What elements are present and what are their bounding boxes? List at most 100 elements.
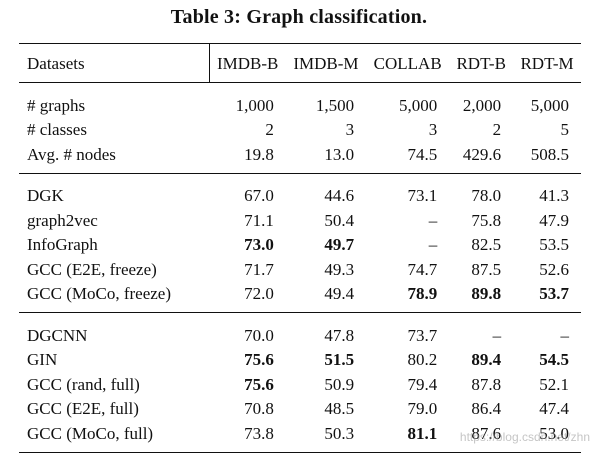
cell-imdb-b: 2 (265, 120, 274, 140)
header-rdt-b: RDT-B (456, 53, 506, 73)
cell-rdt-m: 508.5 (530, 144, 569, 164)
cell-imdb-b: 71.1 (244, 210, 274, 230)
table-header: Datasets IMDB-B IMDB-M COLLAB RDT-B RDT-… (19, 43, 581, 83)
cell-rdt-m: 5,000 (530, 95, 569, 115)
cell-collab: 73.1 (407, 186, 438, 206)
table-caption: Table 3: Graph classification. (170, 6, 428, 28)
row-label: InfoGraph (27, 235, 98, 255)
cell-rdt-b: 75.8 (471, 210, 502, 230)
row-label: # graphs (27, 95, 86, 115)
cell-rdt-m: 47.9 (539, 210, 569, 230)
header-imdb-b: IMDB-B (216, 53, 279, 73)
cell-rdt-m: – (560, 325, 570, 345)
cell-imdb-b: 70.0 (244, 325, 274, 345)
row-label: GIN (27, 350, 58, 370)
cell-rdt-m: 53.0 (539, 423, 569, 443)
cell-rdt-b: 87.8 (471, 374, 502, 394)
table-row: GIN 75.6 51.5 80.2 89.4 54.5 (19, 348, 581, 373)
cell-imdb-b: 1,000 (235, 95, 274, 115)
row-label: GCC (E2E, full) (27, 399, 139, 419)
cell-rdt-b: 2 (492, 120, 502, 140)
cell-rdt-b: 429.6 (462, 144, 502, 164)
cell-rdt-m: 41.3 (539, 186, 569, 206)
table-row: GCC (E2E, full) 70.8 48.5 79.0 86.4 47.4 (19, 397, 581, 422)
cell-imdb-m: 48.5 (324, 399, 355, 419)
cell-imdb-m: 50.9 (324, 374, 355, 394)
cell-imdb-m: 13.0 (324, 144, 355, 164)
row-label: # classes (27, 120, 87, 140)
table-row: GCC (rand, full) 75.6 50.9 79.4 87.8 52.1 (19, 372, 581, 397)
table-row: InfoGraph 73.0 49.7 – 82.5 53.5 (19, 233, 581, 258)
row-label: DGK (27, 186, 64, 206)
cell-imdb-m: 3 (345, 120, 355, 140)
cell-imdb-b: 19.8 (244, 144, 274, 164)
watermark: https://blog.csdn.net/zhn (459, 430, 590, 444)
cell-imdb-m: 49.4 (324, 284, 355, 304)
cell-imdb-m: 44.6 (324, 186, 355, 206)
cell-imdb-b: 73.8 (244, 423, 274, 443)
cell-imdb-b: 75.6 (244, 374, 274, 394)
table-row: DGCNN 70.0 47.8 73.7 – – (19, 312, 581, 348)
row-label: Avg. # nodes (27, 144, 116, 164)
cell-imdb-b: 73.0 (244, 235, 274, 255)
cell-rdt-b: – (492, 325, 502, 345)
header-row: Datasets IMDB-B IMDB-M COLLAB RDT-B RDT-… (19, 43, 581, 83)
table-row: DGK 67.0 44.6 73.1 78.0 41.3 (19, 173, 581, 208)
table-row: GCC (MoCo, freeze) 72.0 49.4 78.9 89.8 53.7 (19, 282, 581, 313)
cell-collab: 79.4 (407, 374, 438, 394)
cell-collab: 78.9 (407, 284, 438, 304)
cell-imdb-b: 71.7 (244, 259, 274, 279)
cell-collab: – (428, 210, 438, 230)
table-row: graph2vec 71.1 50.4 – 75.8 47.9 (19, 208, 581, 233)
cell-collab: 3 (428, 120, 438, 140)
header-rdt-m: RDT-M (520, 53, 574, 73)
cell-rdt-m: 53.5 (539, 235, 569, 255)
cell-rdt-b: 82.5 (471, 235, 502, 255)
cell-rdt-m: 53.7 (539, 284, 569, 304)
cell-rdt-m: 52.6 (539, 259, 569, 279)
cell-rdt-m: 47.4 (539, 399, 569, 419)
cell-collab: – (428, 235, 438, 255)
cell-rdt-b: 89.8 (471, 284, 502, 304)
cell-collab: 5,000 (399, 95, 438, 115)
cell-rdt-m: 54.5 (539, 350, 569, 370)
cell-imdb-m: 1,500 (315, 95, 355, 115)
cell-collab: 74.5 (407, 144, 438, 164)
cell-imdb-b: 70.8 (244, 399, 274, 419)
row-label: GCC (rand, full) (27, 374, 140, 394)
row-label: graph2vec (27, 210, 98, 230)
cell-rdt-m: 52.1 (539, 374, 569, 394)
table-body: # graphs 1,000 1,500 5,000 2,000 5,000 # class… (19, 83, 581, 452)
header-datasets: Datasets (19, 43, 210, 83)
cell-imdb-b: 67.0 (244, 186, 274, 206)
cell-rdt-m: 5 (560, 120, 570, 140)
table-row: GCC (E2E, freeze) 71.7 49.3 74.7 87.5 52.6 (19, 257, 581, 282)
table-row: GCC (MoCo, full) 73.8 50.3 81.1 87.6 53.0 (19, 421, 581, 452)
row-label: DGCNN (27, 325, 88, 345)
cell-rdt-b: 87.6 (471, 423, 502, 443)
cell-collab: 74.7 (407, 259, 438, 279)
cell-rdt-b: 87.5 (471, 259, 502, 279)
cell-imdb-b: 75.6 (244, 350, 274, 370)
cell-collab: 79.0 (407, 399, 438, 419)
cell-rdt-b: 78.0 (471, 186, 502, 206)
cell-imdb-m: 47.8 (324, 325, 355, 345)
cell-imdb-m: 50.3 (324, 423, 355, 443)
table-row: Avg. # nodes 19.8 13.0 74.5 429.6 508.5 (19, 142, 581, 173)
cell-rdt-b: 89.4 (471, 350, 502, 370)
cell-rdt-b: 86.4 (471, 399, 502, 419)
results-table-container: Datasets IMDB-B IMDB-M COLLAB RDT-B RDT-… (19, 43, 581, 453)
graph-classification-table: Datasets IMDB-B IMDB-M COLLAB RDT-B RDT-… (19, 43, 581, 453)
header-collab: COLLAB (373, 53, 442, 73)
cell-collab: 81.1 (407, 423, 438, 443)
cell-imdb-m: 49.7 (324, 235, 355, 255)
row-label: GCC (MoCo, freeze) (27, 284, 171, 304)
cell-imdb-m: 50.4 (324, 210, 355, 230)
cell-imdb-b: 72.0 (244, 284, 274, 304)
row-label: GCC (E2E, freeze) (27, 259, 157, 279)
cell-collab: 73.7 (407, 325, 438, 345)
cell-rdt-b: 2,000 (462, 95, 502, 115)
row-label: GCC (MoCo, full) (27, 423, 154, 443)
cell-imdb-m: 51.5 (324, 350, 355, 370)
table-row: # graphs 1,000 1,500 5,000 2,000 5,000 (19, 83, 581, 118)
